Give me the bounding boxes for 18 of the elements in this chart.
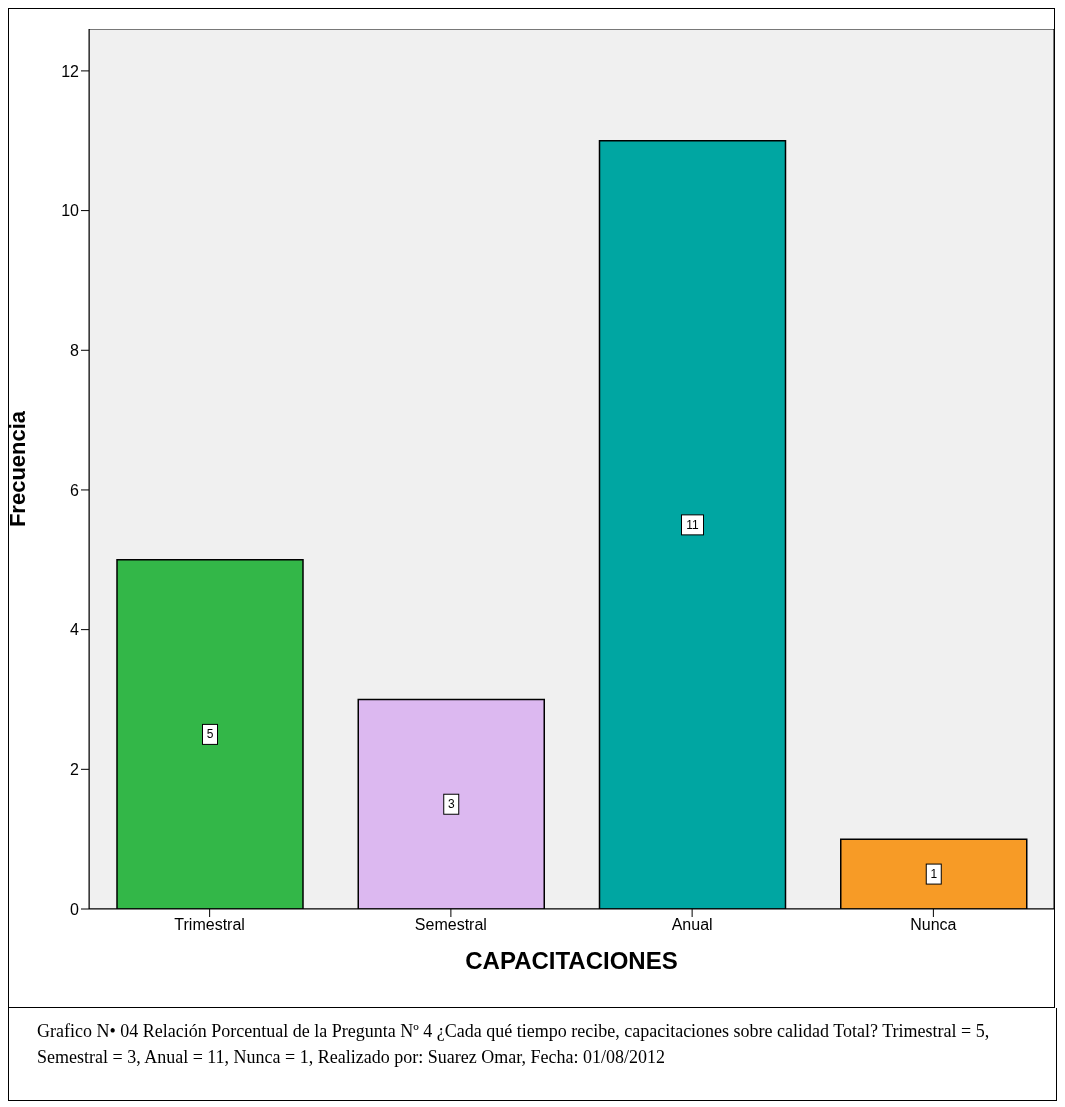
data-label: 11: [686, 517, 700, 532]
text: Grafico N• 04 Relación Porcentual de la Pregunta Nº 4 ¿Cada qué tiempo recibe, capacitaciones sobre calidad Total? Trimestral = 5, Semestral = 3, Anual = 11, Nunca = 1, Realizado por: Suarez Omar, Fecha: 01/08/2012: [37, 1020, 991, 1069]
data-label: 5: [206, 727, 214, 742]
x-tick-label: Anual: [671, 916, 713, 934]
y-tick-label: 8: [70, 341, 80, 359]
y-tick-label: 4: [70, 621, 80, 639]
x-tick-label: Semestral: [414, 916, 487, 934]
x-tick-label: Nunca: [910, 916, 957, 934]
x-axis-title: CAPACITACIONES: [465, 947, 678, 974]
y-tick-label: 6: [70, 481, 80, 499]
data-label: 3: [447, 797, 455, 812]
y-tick-label: 2: [70, 761, 80, 778]
y-axis-title: Frecuencia: [4, 410, 30, 528]
y-tick-label: 10: [61, 202, 80, 220]
x-tick-label: Trimestral: [174, 916, 245, 934]
data-label: 1: [930, 867, 938, 882]
y-tick-label: 12: [61, 62, 80, 80]
y-tick-label: 0: [70, 900, 80, 918]
